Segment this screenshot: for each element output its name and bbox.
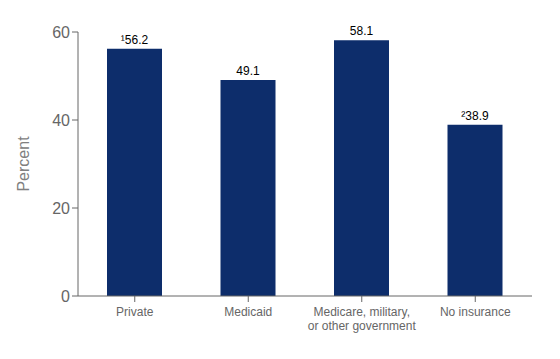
svg-text:¹56.2: ¹56.2 xyxy=(121,33,149,47)
svg-text:58.1: 58.1 xyxy=(350,24,374,38)
svg-text:60: 60 xyxy=(52,24,70,41)
svg-text:0: 0 xyxy=(61,288,70,305)
svg-text:²38.9: ²38.9 xyxy=(461,109,489,123)
svg-text:20: 20 xyxy=(52,200,70,217)
svg-text:No insurance: No insurance xyxy=(440,305,511,319)
svg-text:40: 40 xyxy=(52,112,70,129)
svg-text:Medicaid: Medicaid xyxy=(224,305,272,319)
svg-text:Medicare, military,or other go: Medicare, military,or other government xyxy=(308,305,417,333)
svg-text:Percent: Percent xyxy=(15,136,32,192)
svg-text:49.1: 49.1 xyxy=(236,64,260,78)
svg-text:Private: Private xyxy=(116,305,154,319)
